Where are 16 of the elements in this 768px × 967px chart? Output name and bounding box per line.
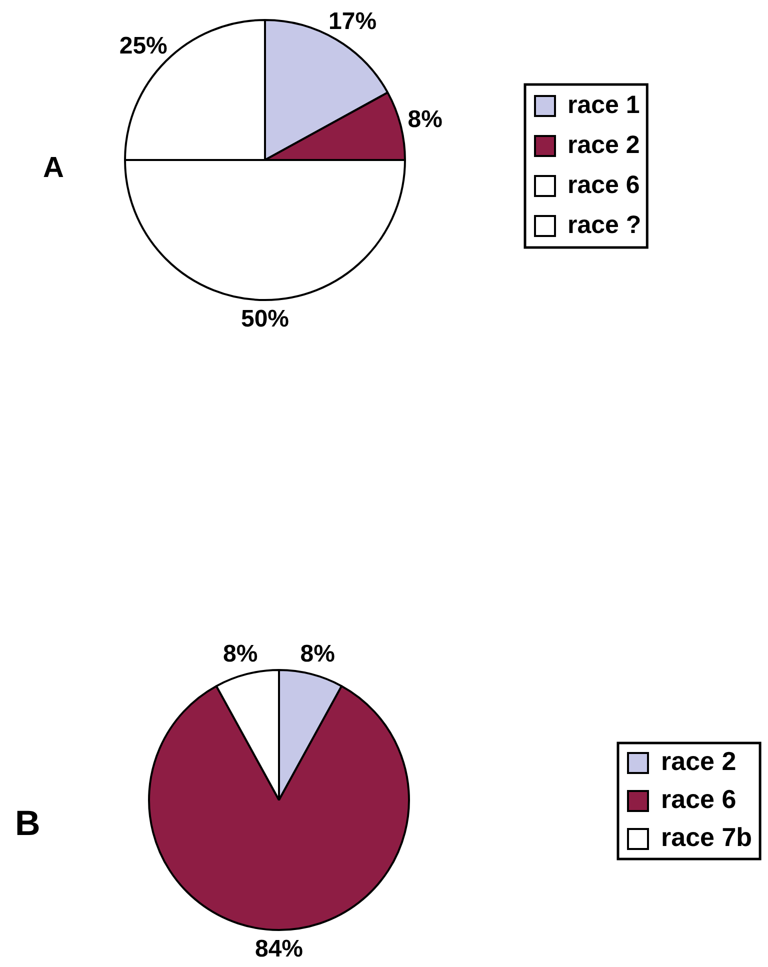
legend-label: race 2 <box>661 746 736 776</box>
text: B <box>15 804 40 843</box>
legend-label: race 6 <box>661 784 736 814</box>
legend-label: race 6 <box>568 170 640 199</box>
data-label: 8% <box>300 640 335 668</box>
data-label: 8% <box>408 106 442 133</box>
data-label: 8% <box>223 640 258 668</box>
data-label: 84% <box>254 936 304 963</box>
data-label: 50% <box>240 306 290 333</box>
data-label: 17% <box>328 8 377 35</box>
legend-label: race 7b <box>661 822 752 852</box>
legend-label: race 2 <box>568 130 640 159</box>
data-label: 25% <box>119 32 168 60</box>
legend-label: race 1 <box>568 90 640 119</box>
legend-label: race ? <box>568 210 642 239</box>
text: A <box>43 152 64 184</box>
